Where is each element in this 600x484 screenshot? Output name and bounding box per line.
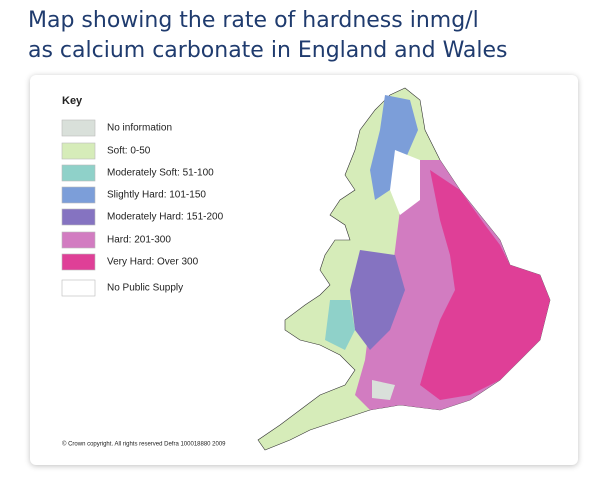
key-swatch: [61, 186, 96, 204]
key-label: Hard: 201-300: [107, 235, 171, 246]
key: Key No information Soft: 0-50 Moderately S…: [61, 95, 224, 297]
key-swatch: [61, 164, 96, 182]
key-swatch: [61, 231, 96, 249]
hardness-regions: [325, 95, 550, 410]
key-swatch: [61, 119, 96, 137]
key-label: Moderately Hard: 151-200: [107, 212, 224, 223]
title-line: as calcium carbonate in England and Wale…: [28, 38, 508, 63]
key-swatch: [61, 279, 96, 297]
key-label: No information: [107, 123, 172, 134]
key-label: Soft: 0-50: [107, 146, 151, 157]
key-heading: Key: [62, 95, 83, 107]
copyright: © Crown copyright. All rights reserved D…: [62, 441, 226, 448]
key-label: Slightly Hard: 101-150: [107, 190, 206, 201]
title: Map showing the rate of hardness inmg/l …: [28, 6, 508, 66]
key-label: No Public Supply: [107, 283, 183, 294]
key-label: Very Hard: Over 300: [107, 257, 199, 268]
key-swatch: [61, 208, 96, 226]
key-swatch: [61, 253, 96, 271]
key-swatch: [61, 142, 96, 160]
key-label: Moderately Soft: 51-100: [107, 168, 214, 179]
title-line: Map showing the rate of hardness inmg/l: [28, 8, 479, 33]
